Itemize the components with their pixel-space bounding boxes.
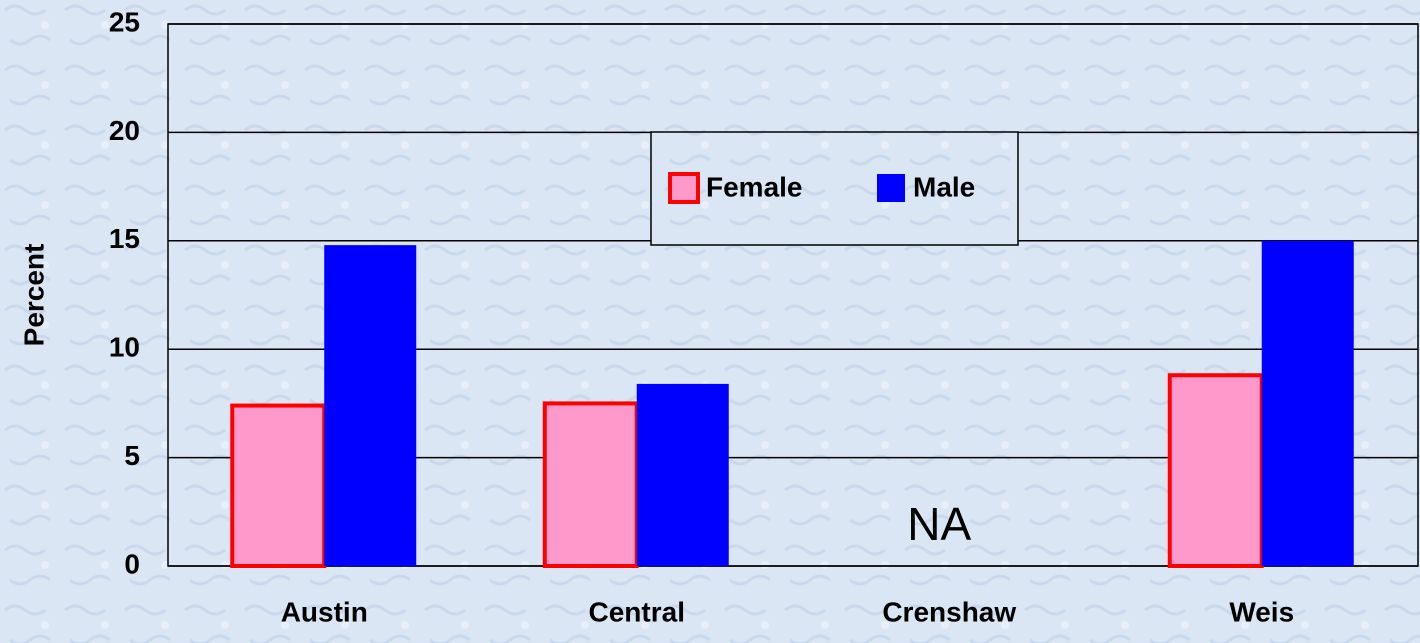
legend-label: Male [913, 171, 975, 202]
y-tick-label: 10 [109, 332, 140, 363]
y-tick-label: 15 [109, 223, 140, 254]
y-tick-label: 20 [109, 115, 140, 146]
y-tick-label: 25 [109, 6, 140, 37]
legend-label: Female [706, 171, 803, 202]
x-tick-label: Austin [281, 596, 368, 627]
bar [1167, 373, 1264, 568]
bar [230, 403, 327, 568]
x-tick-label: Central [589, 596, 685, 627]
bar [542, 401, 639, 568]
bar [1261, 240, 1354, 567]
legend-box [650, 131, 1019, 246]
x-tick-label: Weis [1229, 596, 1294, 627]
annotation: NA [907, 498, 971, 550]
bar [324, 245, 417, 567]
legend-swatch [668, 172, 700, 204]
y-tick-label: 0 [124, 548, 140, 579]
legend-swatch [877, 174, 905, 202]
x-tick-label: Crenshaw [882, 596, 1016, 627]
y-tick-label: 5 [124, 440, 140, 471]
bar [636, 383, 729, 566]
y-axis-label: Percent [18, 244, 49, 347]
